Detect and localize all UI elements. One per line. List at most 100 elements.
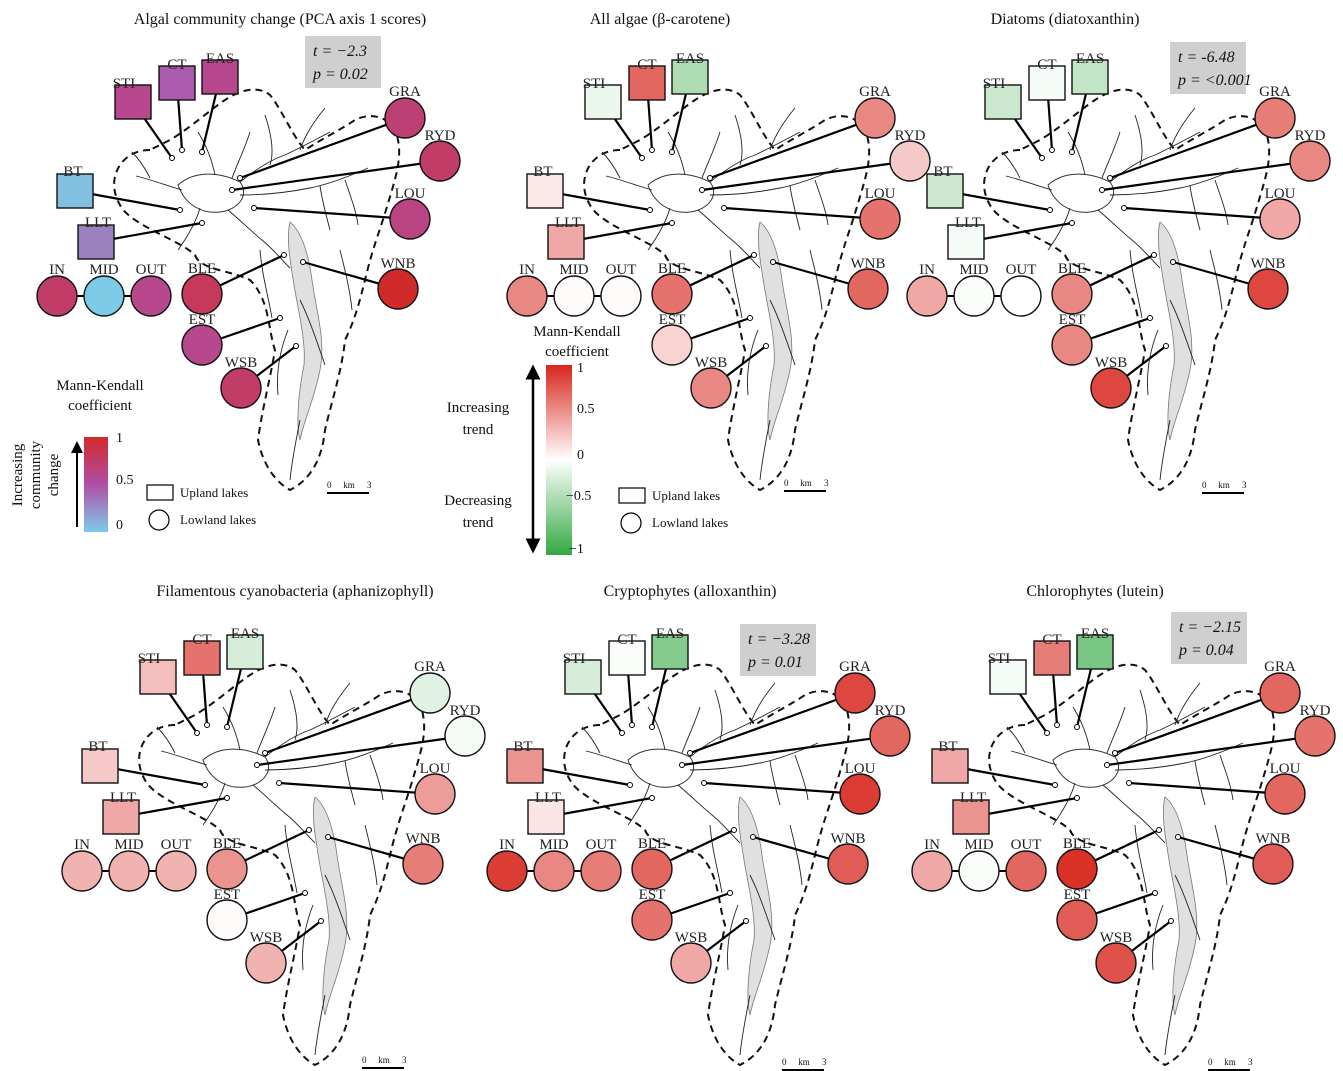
connector-gra [1114, 691, 1281, 755]
lake-marker-mid [958, 850, 1000, 892]
legend-axis-label: change [46, 453, 62, 496]
scale-label: km [1218, 480, 1230, 490]
legend-tick: −1 [569, 542, 584, 557]
lake-marker-out [130, 275, 172, 317]
lake-label-wnb: WNB [1251, 256, 1286, 272]
site-point [1121, 205, 1127, 211]
site-point [1156, 827, 1162, 833]
stat-box-bg [1171, 612, 1247, 664]
lake-label-in: IN [74, 837, 90, 853]
panel-title: Filamentous cyanobacteria (aphanizophyll… [156, 583, 433, 600]
lake-label-ryd: RYD [895, 128, 926, 144]
stream [369, 754, 384, 801]
connector-lou [253, 206, 411, 221]
stream [689, 706, 781, 758]
stream [314, 994, 326, 1056]
lake-marker-est [206, 899, 248, 941]
panel-all-algae: All algae (β-carotene) STI CT EAS BT LLT GRA R… [506, 11, 931, 492]
stat-box: t = −3.28 p = 0.01 [740, 624, 816, 676]
lake-marker-ryd [869, 715, 911, 757]
connector-ryd [681, 734, 891, 767]
lake-label-ct: CT [192, 632, 211, 648]
stream [1114, 706, 1206, 758]
scale-label: 0 [362, 1055, 367, 1065]
stream [729, 249, 743, 319]
lake-label-lou: LOU [420, 761, 451, 777]
stream [1219, 754, 1234, 801]
site-point [237, 175, 243, 181]
lake-label-ryd: RYD [1295, 128, 1326, 144]
stream [1174, 874, 1201, 941]
stream [1164, 994, 1176, 1056]
stream [1169, 107, 1196, 151]
stream [809, 249, 823, 311]
stream [1214, 179, 1229, 226]
stream [1114, 742, 1244, 771]
stream [714, 689, 723, 741]
lake-marker-llt [952, 799, 990, 835]
connector-gra [264, 691, 431, 755]
stream [259, 249, 273, 319]
lake-marker-bt [526, 173, 564, 209]
stream [252, 784, 316, 844]
lake-label-llt: LLT [85, 215, 111, 231]
legend-lowland-label: Lowland lakes [180, 512, 256, 527]
legend-down-label: trend [463, 515, 494, 531]
panel-chlorophytes: Chlorophytes (lutein) STI CT EAS BT LLT GRA RY… [911, 583, 1336, 1071]
stream [202, 782, 226, 826]
site-point [1039, 155, 1045, 161]
stream [256, 706, 276, 754]
stream [364, 824, 378, 886]
stream [1159, 419, 1171, 481]
scale-label: 0 [782, 1057, 787, 1067]
scale-bar: 0 km 3 [362, 1055, 407, 1069]
stream [339, 249, 353, 311]
site-point [669, 220, 675, 226]
catchment-boundary [138, 663, 426, 1067]
lake-marker-ble [631, 848, 673, 890]
lake-marker-ryd [1289, 140, 1331, 182]
lake-marker-bt [506, 748, 544, 784]
lake-marker-est [651, 324, 693, 366]
lake-label-eas: EAS [1076, 51, 1104, 67]
lake-label-sti: STI [563, 651, 586, 667]
stream [667, 131, 686, 176]
scale-label: 3 [824, 478, 829, 488]
connector-gra [239, 116, 406, 180]
lake-marker-llt [547, 224, 585, 260]
lake-label-est: EST [1064, 887, 1091, 903]
stream [1194, 760, 1206, 806]
site-point [325, 834, 331, 840]
stream [299, 299, 326, 366]
lake-basin [737, 796, 773, 1016]
lake-label-wnb: WNB [381, 256, 416, 272]
site-point [1054, 722, 1060, 728]
lake-label-wsb: WSB [695, 355, 728, 371]
lake-label-out: OUT [606, 262, 637, 278]
lake-label-out: OUT [136, 262, 167, 278]
stream [299, 107, 326, 151]
legend-lowland-label: Lowland lakes [652, 515, 728, 530]
lake-label-bt: BT [63, 164, 82, 180]
lake-label-bt: BT [533, 164, 552, 180]
site-point [318, 918, 324, 924]
stream [197, 131, 216, 176]
lake-marker-eas [651, 634, 689, 670]
lake-label-ryd: RYD [1300, 703, 1331, 719]
connector-gra [709, 116, 876, 180]
lake-marker-ryd [444, 715, 486, 757]
stat-box: t = −2.3 p = 0.02 [305, 36, 381, 88]
lake-marker-ryd [889, 140, 931, 182]
stream [769, 299, 796, 366]
lake-label-est: EST [1059, 312, 1086, 328]
site-point [1175, 834, 1181, 840]
site-point [679, 762, 685, 768]
stat-p: p = <0.001 [1177, 72, 1252, 89]
lake-label-lou: LOU [395, 186, 426, 202]
stream [709, 824, 723, 894]
lake-basin [1162, 796, 1198, 1016]
stream [697, 209, 761, 269]
lake-marker-ct [1028, 65, 1066, 101]
stream [627, 782, 651, 826]
